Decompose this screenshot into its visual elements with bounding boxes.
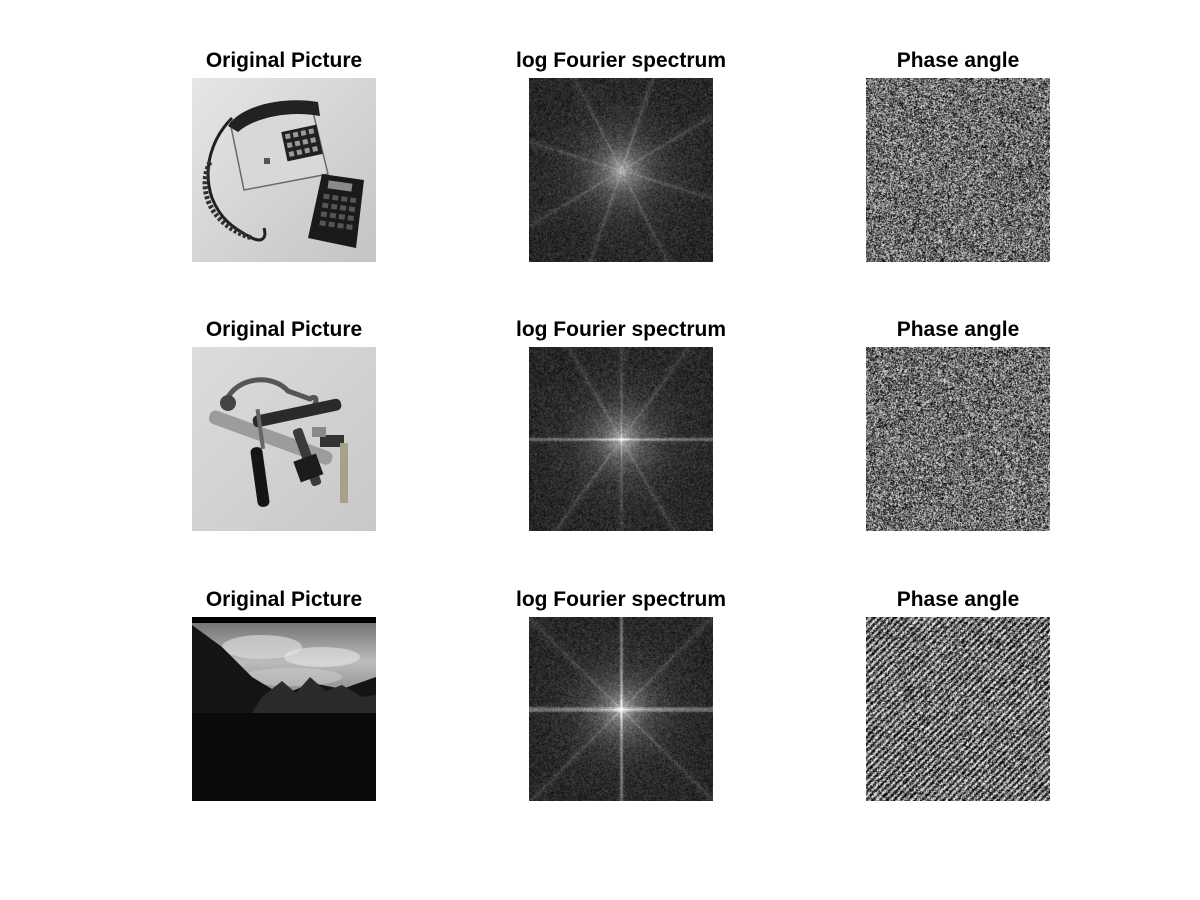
phase-image: [866, 347, 1050, 531]
phone-image: [192, 78, 376, 262]
spectrum-canvas: [529, 347, 713, 531]
subplot-title: Phase angle: [896, 318, 1020, 341]
spectrum-canvas: [529, 617, 713, 801]
phase-canvas: [866, 347, 1050, 531]
landscape-image-drawing: [192, 617, 376, 801]
phase-canvas: [866, 78, 1050, 262]
subplot-title: Original Picture: [205, 49, 363, 72]
tools-image-drawing: [192, 347, 376, 531]
subplot-title: Phase angle: [896, 49, 1020, 72]
landscape-image: [192, 617, 376, 801]
spectrum-image: [529, 78, 713, 262]
tools-image: [192, 347, 376, 531]
subplot-title: Original Picture: [205, 588, 363, 611]
phase-canvas: [866, 617, 1050, 801]
subplot-title: Phase angle: [896, 588, 1020, 611]
subplot-title: Original Picture: [205, 318, 363, 341]
phone-image-drawing: [192, 78, 376, 262]
spectrum-image: [529, 617, 713, 801]
subplot-title: log Fourier spectrum: [515, 49, 727, 72]
spectrum-canvas: [529, 78, 713, 262]
spectrum-image: [529, 347, 713, 531]
phase-image: [866, 78, 1050, 262]
phase-image: [866, 617, 1050, 801]
subplot-title: log Fourier spectrum: [515, 588, 727, 611]
subplot-title: log Fourier spectrum: [515, 318, 727, 341]
